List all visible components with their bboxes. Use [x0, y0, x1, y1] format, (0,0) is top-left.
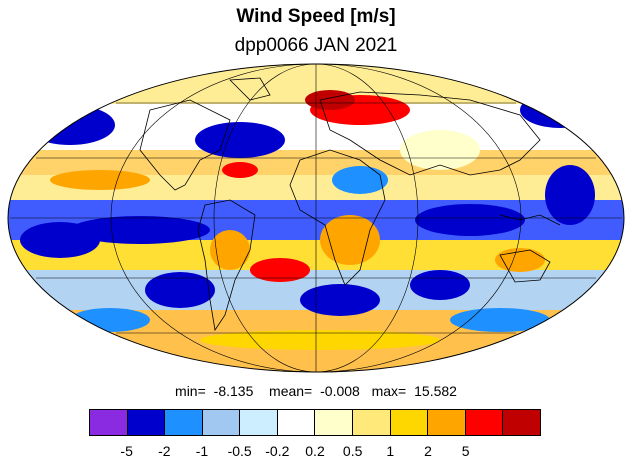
- min-value: -8.135: [213, 383, 254, 399]
- colorbar-swatch: [428, 410, 466, 435]
- min-label: min=: [175, 383, 206, 399]
- colorbar-tick-label: -1: [195, 443, 209, 459]
- colorbar-swatch: [353, 410, 391, 435]
- colorbar-swatch: [165, 410, 203, 435]
- map-outline: [7, 63, 625, 373]
- colorbar-swatch: [465, 410, 504, 435]
- colorbar-tick-label: -5: [120, 443, 133, 459]
- coastlines: [139, 77, 561, 332]
- colorbar-swatch: [90, 410, 128, 435]
- colorbar-swatch: [240, 410, 278, 435]
- colorbar-swatch: [390, 410, 429, 435]
- colorbar-tick-label: 0.5: [342, 443, 363, 459]
- world-anomaly-map: [7, 63, 625, 373]
- colorbar-swatch: [315, 410, 354, 435]
- colorbar-swatch: [127, 410, 166, 435]
- chart-title: Wind Speed [m/s]: [236, 6, 396, 27]
- colorbar-swatch: [503, 410, 540, 435]
- chart-subtitle: dpp0066 JAN 2021: [234, 35, 398, 56]
- stats-line: min= -8.135 mean= -0.008 max= 15.582: [0, 383, 632, 399]
- colorbar-ticks: -5 -2 -1 -0.5 -0.2 0.2 0.5 1 2 5: [89, 443, 541, 461]
- mean-value: -0.008: [320, 383, 360, 399]
- colorbar-tick-label: 5: [461, 443, 470, 459]
- colorbar-tick-label: 0.2: [305, 443, 325, 459]
- colorbar-tick-label: 1: [386, 443, 395, 459]
- colorbar: [89, 409, 541, 436]
- colorbar-tick-label: -2: [158, 443, 171, 459]
- max-value: 15.582: [414, 383, 457, 399]
- max-label: max=: [371, 383, 407, 399]
- colorbar-swatch: [277, 410, 316, 435]
- colorbar-tick-label: -0.2: [265, 443, 290, 459]
- colorbar-swatch: [202, 410, 241, 435]
- mean-label: mean=: [269, 383, 313, 399]
- colorbar-tick-label: -0.5: [227, 443, 252, 459]
- colorbar-tick-label: 2: [424, 443, 432, 459]
